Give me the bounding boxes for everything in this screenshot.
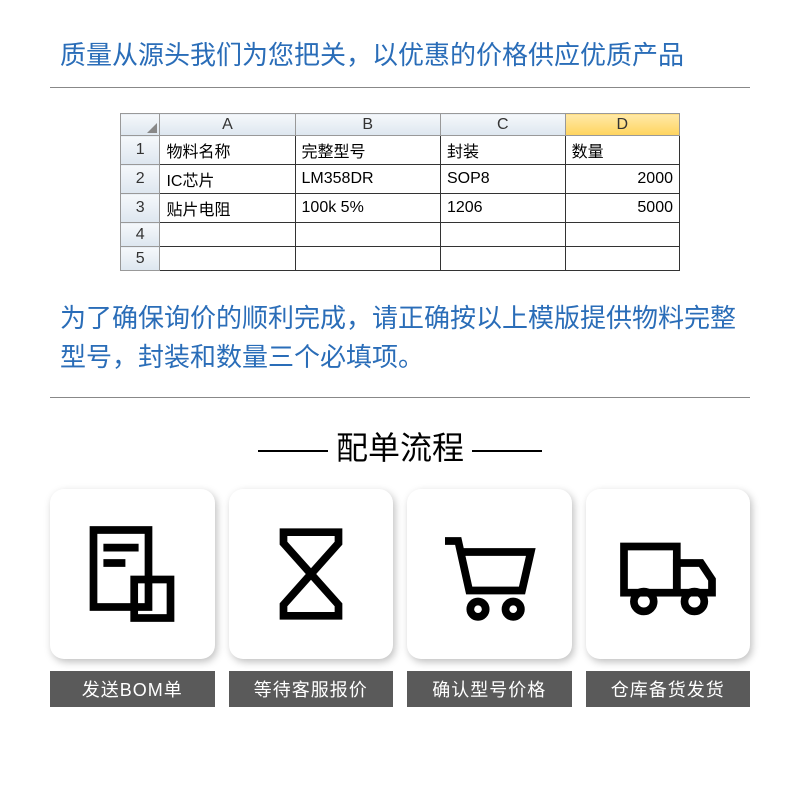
cell: 1206 xyxy=(440,194,565,223)
cell-corner xyxy=(121,114,160,136)
flow-step-3: 确认型号价格 xyxy=(407,489,572,707)
row-header: 5 xyxy=(121,247,160,271)
row-header: 2 xyxy=(121,165,160,194)
flow-title-text: 配单流程 xyxy=(336,430,464,466)
flow-card xyxy=(229,489,394,659)
cell xyxy=(565,247,679,271)
flow-step-2: 等待客服报价 xyxy=(229,489,394,707)
cell xyxy=(440,223,565,247)
cell: 贴片电阻 xyxy=(160,194,295,223)
cell: LM358DR xyxy=(295,165,440,194)
cart-icon xyxy=(434,519,544,629)
document-icon xyxy=(77,519,187,629)
col-header-d: D xyxy=(565,114,679,136)
cell: 2000 xyxy=(565,165,679,194)
cell: 数量 xyxy=(565,136,679,165)
cell: 封装 xyxy=(440,136,565,165)
instruction-text: 为了确保询价的顺利完成，请正确按以上模版提供物料完整型号，封装和数量三个必填项。 xyxy=(40,291,760,397)
cell: IC芯片 xyxy=(160,165,295,194)
flow-label: 确认型号价格 xyxy=(407,671,572,707)
cell: 100k 5% xyxy=(295,194,440,223)
col-header-c: C xyxy=(440,114,565,136)
flow-label: 仓库备货发货 xyxy=(586,671,751,707)
cell xyxy=(440,247,565,271)
flow-card xyxy=(50,489,215,659)
divider-top xyxy=(50,87,750,88)
divider-bottom xyxy=(50,397,750,398)
truck-icon xyxy=(613,519,723,629)
cell: 物料名称 xyxy=(160,136,295,165)
header-text: 质量从源头我们为您把关，以优惠的价格供应优质产品 xyxy=(40,30,760,87)
row-header: 4 xyxy=(121,223,160,247)
cell: SOP8 xyxy=(440,165,565,194)
flow-section-title: 配单流程 xyxy=(40,423,760,469)
cell: 5000 xyxy=(565,194,679,223)
flow-step-4: 仓库备货发货 xyxy=(586,489,751,707)
flow-card xyxy=(586,489,751,659)
hourglass-icon xyxy=(256,519,366,629)
row-header: 3 xyxy=(121,194,160,223)
col-header-a: A xyxy=(160,114,295,136)
cell xyxy=(295,223,440,247)
cell xyxy=(565,223,679,247)
row-header: 1 xyxy=(121,136,160,165)
cell xyxy=(295,247,440,271)
flow-label: 发送BOM单 xyxy=(50,671,215,707)
flow-label: 等待客服报价 xyxy=(229,671,394,707)
flow-card xyxy=(407,489,572,659)
flow-step-1: 发送BOM单 xyxy=(50,489,215,707)
spreadsheet: A B C D 1 物料名称 完整型号 封装 数量 2 IC芯片 LM358DR… xyxy=(120,113,680,271)
cell xyxy=(160,247,295,271)
cell xyxy=(160,223,295,247)
cell: 完整型号 xyxy=(295,136,440,165)
col-header-b: B xyxy=(295,114,440,136)
flow-row: 发送BOM单 等待客服报价 确认型号价格 仓库 xyxy=(40,489,760,707)
